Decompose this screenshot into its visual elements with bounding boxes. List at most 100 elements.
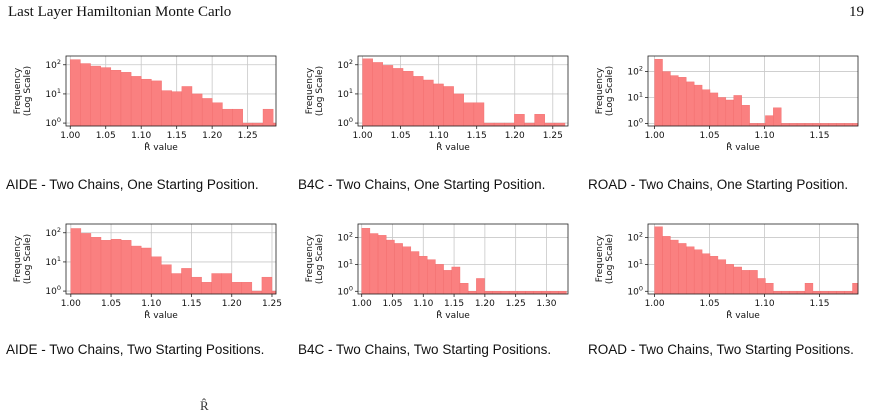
caption-b4c-two-start: B4C - Two Chains, Two Starting Positions…: [298, 342, 552, 357]
histogram-bar: [161, 90, 172, 127]
histogram-bar: [804, 283, 814, 295]
histogram-bar: [362, 58, 373, 127]
y-axis-label-line2: (Log Scale): [315, 66, 325, 116]
page-number: 19: [849, 4, 864, 20]
x-tick-label: 1.25: [543, 131, 563, 141]
histogram-bar: [110, 70, 122, 127]
histogram-bar: [100, 240, 112, 295]
histogram-bar: [443, 86, 454, 127]
histogram-bar: [80, 233, 92, 295]
histogram-bar: [508, 291, 518, 295]
histogram-bar: [544, 122, 556, 127]
histogram-svg: 1.00 1.05 1.10 1.15 1.20 1.25 100 101 102 R̂ valu…: [13, 223, 282, 321]
y-tick-label: 100: [337, 116, 353, 129]
y-axis-label-line2: (Log Scale): [605, 234, 615, 284]
histogram-bar: [402, 246, 412, 295]
histogram-bar: [191, 276, 202, 295]
x-tick-label: 1.00: [353, 131, 373, 141]
x-tick-label: 1.15: [444, 299, 464, 309]
histogram-b4c-one-start: 1.00 1.05 1.10 1.15 1.20 1.25 100 101 102 R̂ valu…: [298, 52, 578, 153]
histogram-bar: [100, 67, 112, 127]
histogram-bar: [717, 97, 727, 127]
histogram-bar: [733, 266, 742, 295]
histogram-bar: [369, 233, 379, 295]
histogram-bar: [90, 65, 101, 127]
running-head: Last Layer Hamiltonian Monte Carlo: [8, 4, 232, 20]
histogram-bar: [534, 114, 545, 127]
histogram-bar: [554, 122, 566, 127]
histogram-bar: [382, 65, 394, 127]
histogram-bar: [222, 108, 233, 127]
x-tick-label: 1.25: [506, 299, 526, 309]
histogram-bar: [201, 282, 212, 295]
histogram-bar: [492, 291, 502, 295]
histogram-bar: [693, 84, 703, 127]
histogram-bar: [361, 228, 371, 295]
histogram-bar: [151, 80, 162, 127]
histogram-bar: [70, 228, 82, 295]
histogram-bar: [467, 291, 477, 295]
histogram-bar: [662, 236, 671, 295]
histogram-bar: [70, 59, 81, 127]
x-tick-label: 1.00: [61, 299, 81, 309]
y-axis-label-line1: Frequency: [595, 235, 605, 282]
x-tick-label: 1.00: [352, 299, 372, 309]
histogram-bar: [670, 75, 679, 127]
y-axis-label-line1: Frequency: [13, 235, 23, 282]
histogram-bar: [549, 291, 559, 295]
histogram-bar: [517, 291, 526, 295]
y-tick-label: 100: [627, 284, 643, 297]
histogram-bar: [423, 79, 434, 127]
histogram-bar: [262, 108, 274, 127]
histogram-bar: [459, 283, 469, 295]
y-tick-label: 100: [45, 116, 61, 129]
histogram-bar: [483, 122, 495, 127]
histogram-bar: [717, 259, 727, 295]
y-axis-label-line1: Frequency: [13, 67, 23, 114]
y-tick-label: 100: [337, 284, 353, 297]
x-axis-label: R̂ value: [144, 309, 178, 321]
histogram-bar: [453, 93, 464, 127]
histogram-bar: [433, 83, 444, 127]
y-tick-label: 102: [337, 230, 353, 243]
x-tick-label: 1.00: [60, 131, 80, 141]
x-tick-label: 1.05: [101, 299, 121, 309]
histogram-b4c-two-start: 1.00 1.05 1.10 1.15 1.20 1.25 1.30 100 101 102 R̂ …: [298, 220, 578, 321]
x-tick-label: 1.10: [429, 131, 449, 141]
histogram-aide-two-start: 1.00 1.05 1.10 1.15 1.20 1.25 100 101 102 R̂ valu…: [6, 220, 286, 321]
histogram-bar: [693, 249, 703, 295]
x-tick-label: 1.15: [167, 131, 187, 141]
histogram-bar: [372, 62, 384, 127]
histogram-svg: 1.00 1.05 1.10 1.15 1.20 1.25 1.30 100 101 102 R̂ …: [305, 223, 569, 321]
x-tick-label: 1.10: [131, 131, 151, 141]
histogram-bar: [171, 91, 183, 127]
histogram-bar: [476, 278, 485, 295]
x-tick-label: 1.00: [645, 299, 665, 309]
histogram-bar: [765, 283, 774, 295]
x-tick-label: 1.15: [467, 131, 487, 141]
x-tick-label: 1.30: [536, 299, 556, 309]
histogram-bar: [252, 122, 264, 127]
histogram-bar: [120, 240, 132, 295]
x-tick-label: 1.00: [645, 131, 665, 141]
histogram-bar: [412, 76, 424, 127]
histogram-bar: [251, 290, 263, 295]
y-axis-label-line1: Frequency: [305, 67, 315, 114]
histogram-bar: [493, 122, 505, 127]
histogram-bar: [271, 290, 277, 295]
y-tick-label: 100: [627, 116, 643, 129]
histogram-bar: [670, 239, 679, 295]
y-tick-label: 101: [627, 257, 643, 270]
histogram-bar: [151, 256, 162, 295]
caption-aide-one-start: AIDE - Two Chains, One Starting Position…: [6, 177, 259, 192]
x-axis-label: R̂ value: [436, 141, 470, 153]
x-tick-label: 1.05: [391, 131, 411, 141]
y-axis-label-line1: Frequency: [595, 67, 605, 114]
histogram-bar: [525, 291, 534, 295]
x-tick-label: 1.10: [141, 299, 161, 309]
footer-fragment: R̂: [200, 398, 209, 413]
histogram-bar: [212, 102, 223, 127]
histogram-bar: [852, 283, 859, 295]
histogram-road-one-start: 1.00 1.05 1.10 1.15 100 101 102 R̂ value Frequen…: [588, 52, 868, 153]
y-tick-label: 101: [45, 87, 61, 100]
